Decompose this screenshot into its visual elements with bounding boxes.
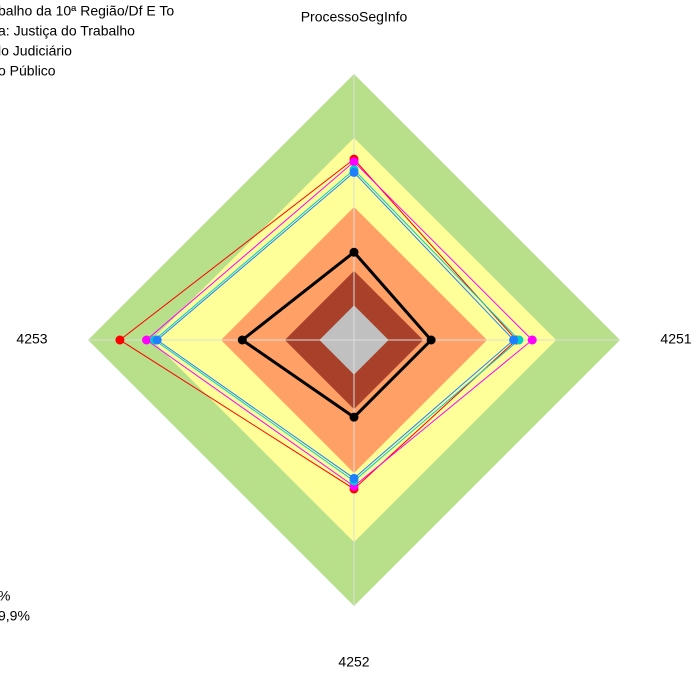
point bbox=[115, 335, 125, 345]
axis-label: 4252 bbox=[338, 654, 369, 670]
point bbox=[152, 335, 162, 345]
legend-text: balho da 10ª Região/Df E To bbox=[0, 3, 174, 19]
point bbox=[142, 335, 152, 345]
note-text: 9,9% bbox=[0, 608, 30, 624]
note-text: % bbox=[0, 588, 10, 604]
legend-text: o Público bbox=[0, 63, 56, 79]
point bbox=[349, 157, 359, 167]
point bbox=[349, 247, 359, 257]
point bbox=[509, 335, 519, 345]
point bbox=[237, 335, 247, 345]
point bbox=[426, 335, 436, 345]
axis-label: ProcessoSegInfo bbox=[301, 9, 408, 25]
point bbox=[349, 412, 359, 422]
point bbox=[349, 167, 359, 177]
legend-text: lo Judiciário bbox=[0, 43, 72, 59]
axis-label: 4253 bbox=[16, 331, 47, 347]
point bbox=[527, 335, 537, 345]
axis-label: 4251 bbox=[660, 331, 691, 347]
legend-text: a: Justiça do Trabalho bbox=[0, 23, 135, 39]
point bbox=[349, 473, 359, 483]
